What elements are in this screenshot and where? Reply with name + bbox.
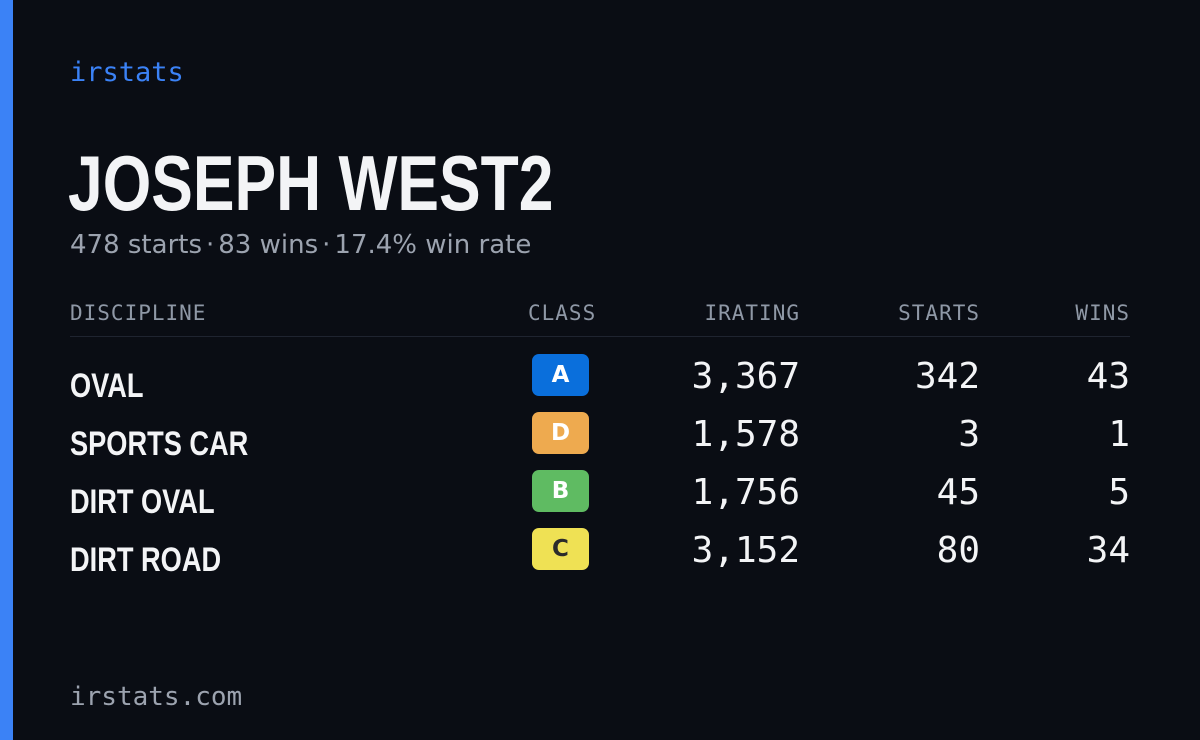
table-row: SPORTS CAR D 1,578 3 1 xyxy=(70,412,1130,470)
starts-value: 342 xyxy=(914,356,980,397)
discipline-name: OVAL xyxy=(70,367,144,405)
wins-value: 5 xyxy=(1108,472,1130,513)
player-name: JOSEPH WEST2 xyxy=(68,139,554,227)
summary-win-rate: 17.4% win rate xyxy=(334,230,532,260)
discipline-name: SPORTS CAR xyxy=(70,425,249,463)
summary-separator: · xyxy=(206,230,215,260)
header-class: CLASS xyxy=(528,301,597,325)
irating-value: 1,578 xyxy=(691,414,800,455)
class-badge: D xyxy=(532,412,589,454)
starts-value: 80 xyxy=(936,530,980,571)
irating-value: 3,367 xyxy=(691,356,800,397)
starts-value: 45 xyxy=(936,472,980,513)
header-wins: WINS xyxy=(1075,301,1130,325)
table-row: DIRT ROAD C 3,152 80 34 xyxy=(70,528,1130,586)
accent-bar xyxy=(0,0,13,740)
discipline-name: DIRT OVAL xyxy=(70,483,215,521)
player-summary: 478 starts · 83 wins · 17.4% win rate xyxy=(70,228,531,262)
header-irating: IRATING xyxy=(704,301,800,325)
table-header: DISCIPLINE CLASS IRATING STARTS WINS xyxy=(70,300,1130,337)
summary-separator: · xyxy=(322,230,331,260)
summary-wins: 83 wins xyxy=(218,230,319,260)
header-discipline: DISCIPLINE xyxy=(70,301,207,325)
header-starts: STARTS xyxy=(898,301,980,325)
brand-logo[interactable]: irstats xyxy=(70,57,184,88)
irating-value: 1,756 xyxy=(691,472,800,513)
table-row: DIRT OVAL B 1,756 45 5 xyxy=(70,470,1130,528)
class-badge: B xyxy=(532,470,589,512)
wins-value: 34 xyxy=(1086,530,1130,571)
class-badge: C xyxy=(532,528,589,570)
irating-value: 3,152 xyxy=(691,530,800,571)
class-badge: A xyxy=(532,354,589,396)
starts-value: 3 xyxy=(958,414,980,455)
wins-value: 1 xyxy=(1108,414,1130,455)
summary-starts: 478 starts xyxy=(70,230,202,260)
discipline-name: DIRT ROAD xyxy=(70,541,222,579)
footer-url[interactable]: irstats.com xyxy=(70,682,243,712)
table-row: OVAL A 3,367 342 43 xyxy=(70,354,1130,412)
wins-value: 43 xyxy=(1086,356,1130,397)
